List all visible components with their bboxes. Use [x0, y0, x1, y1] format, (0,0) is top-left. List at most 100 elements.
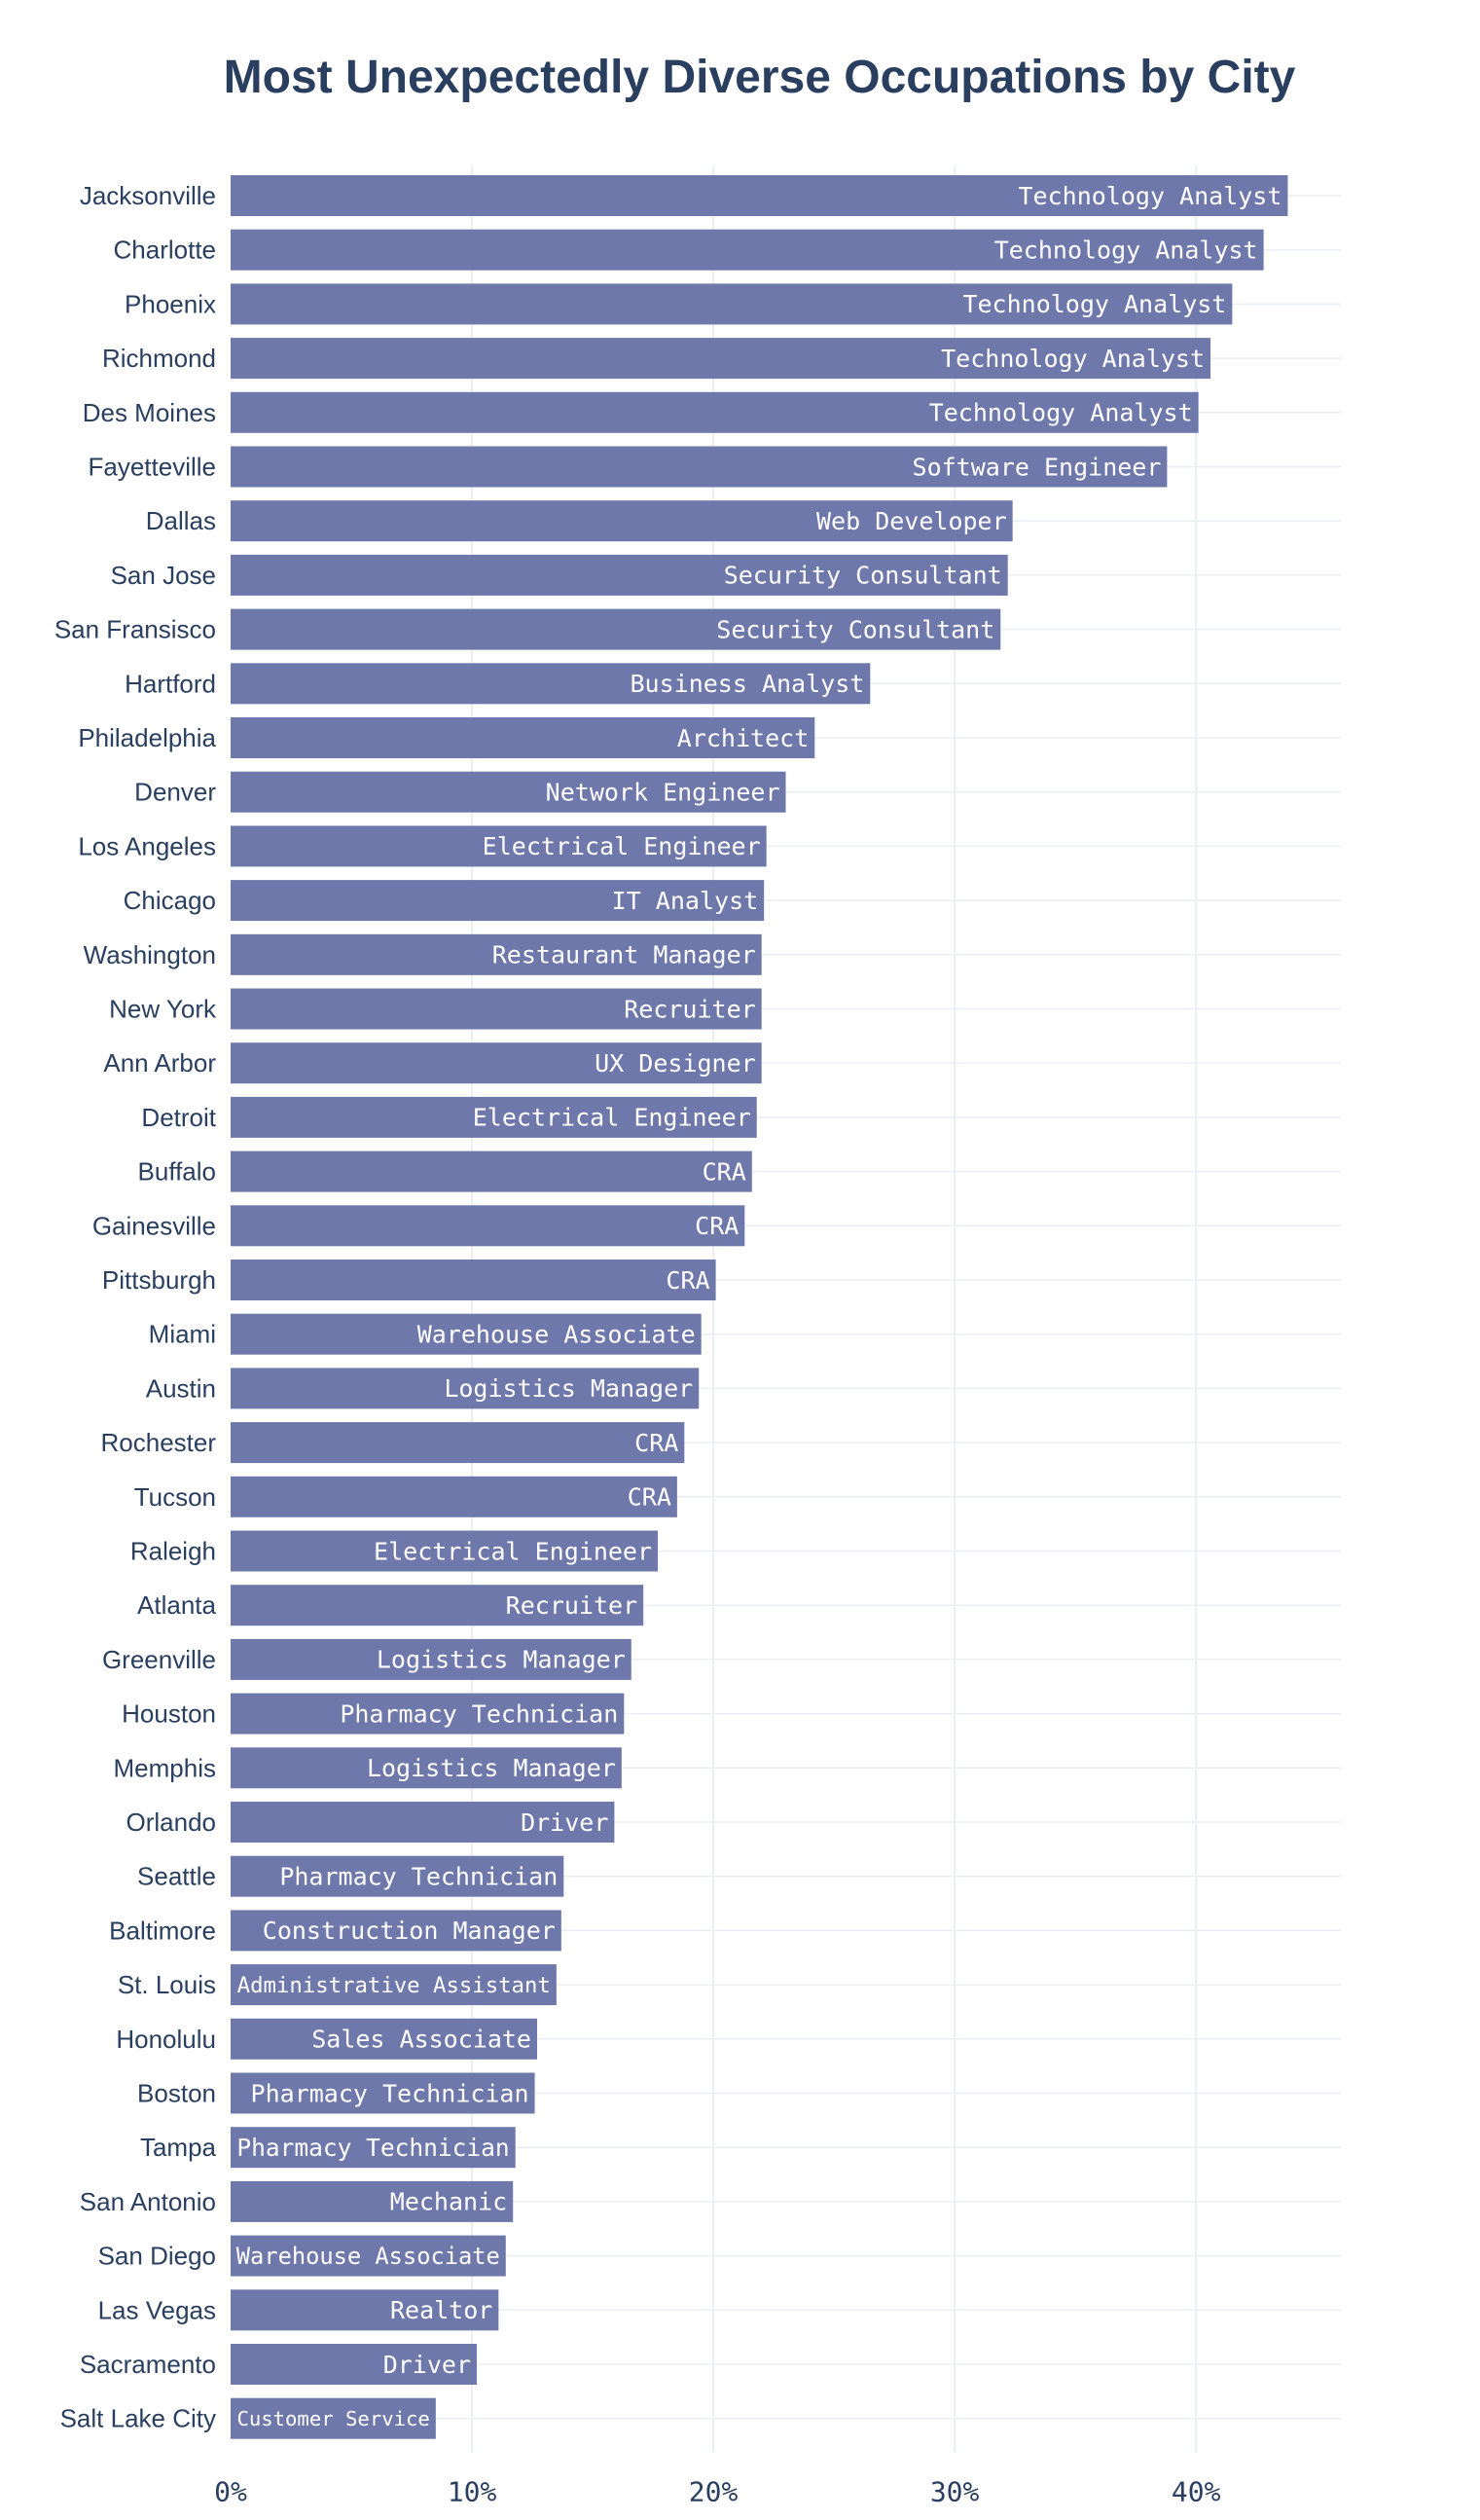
bar [231, 1150, 752, 1192]
category-label: Richmond [102, 344, 216, 373]
bar-label: Business Analyst [630, 670, 864, 698]
category-label: Houston [122, 1699, 216, 1729]
x-tick-label: 40% [1172, 2475, 1221, 2507]
category-label: San Fransisco [54, 615, 216, 644]
category-label: Ann Arbor [103, 1048, 216, 1077]
bar-label: Pharmacy Technician [279, 1862, 558, 1890]
bar [231, 2018, 538, 2060]
bar-label: CRA [703, 1157, 746, 1186]
category-label: Hartford [125, 669, 216, 698]
bar [231, 2072, 535, 2114]
bar [231, 1693, 625, 1735]
bar-label: Driver [521, 1808, 608, 1837]
bar-label: Realtor [390, 2296, 492, 2324]
x-axis-ticks: 0% 10% 20% 30% 40% [214, 2475, 1220, 2507]
bar [231, 175, 1288, 216]
bar [231, 446, 1168, 488]
bar [231, 771, 786, 813]
bar-label: CRA [634, 1429, 678, 1457]
bar [231, 663, 871, 705]
bar [231, 1638, 632, 1680]
bar [231, 554, 1008, 596]
bar-label: Pharmacy Technician [340, 1699, 618, 1728]
bar-label: Software Engineer [913, 453, 1162, 481]
bar [231, 391, 1199, 433]
bar-label: Logistics Manager [367, 1754, 616, 1782]
bar-label: Driver [383, 2351, 471, 2379]
bar-label: Security Consultant [724, 562, 1002, 590]
bar-label: Technology Analyst [941, 345, 1205, 373]
bar [231, 2235, 506, 2277]
category-label: Austin [146, 1373, 216, 1403]
bar-label: Network Engineer [546, 778, 780, 806]
bar-label: Mechanic [390, 2188, 507, 2216]
bar-label: Technology Analyst [994, 236, 1258, 264]
x-tick-label: 0% [214, 2475, 247, 2507]
bar [231, 338, 1211, 380]
bar [231, 1530, 659, 1572]
bar [231, 1802, 615, 1843]
x-tick-label: 10% [448, 2475, 497, 2507]
category-label: Detroit [141, 1103, 216, 1132]
category-label: Tucson [134, 1482, 216, 1512]
bar-label: Technology Analyst [962, 290, 1226, 318]
bar [231, 500, 1013, 542]
bar [231, 1368, 700, 1409]
category-label: Washington [84, 940, 216, 969]
bar-label: Recruiter [624, 995, 755, 1023]
category-label: Fayetteville [89, 453, 217, 482]
category-label: St. Louis [118, 1970, 216, 1999]
bar-label: Web Developer [816, 507, 1007, 535]
category-label: Charlotte [114, 236, 217, 265]
bar-label: CRA [628, 1483, 671, 1512]
bar [231, 2397, 436, 2439]
bar [231, 2180, 514, 2222]
chart-title: Most Unexpectedly Diverse Occupations by… [223, 52, 1296, 103]
bar-layer [231, 175, 1288, 2439]
category-label: San Jose [111, 561, 216, 590]
bar-label: Electrical Engineer [374, 1537, 652, 1565]
bar [231, 1205, 745, 1247]
category-label: San Diego [98, 2242, 216, 2271]
category-label: Rochester [101, 1428, 217, 1457]
category-label: Raleigh [130, 1537, 216, 1566]
bar [231, 1585, 644, 1626]
bar [231, 1042, 762, 1084]
x-tick-label: 30% [930, 2475, 980, 2507]
bar [231, 1476, 677, 1517]
bar [231, 1260, 716, 1300]
bar [231, 1747, 622, 1789]
category-label: Seattle [137, 1862, 216, 1891]
category-label: Dallas [146, 506, 216, 535]
category-label: Honolulu [116, 2025, 216, 2054]
category-label: Los Angeles [78, 831, 216, 860]
bar-label: Pharmacy Technician [251, 2079, 529, 2107]
category-label: Gainesville [92, 1211, 216, 1240]
bar-label: Administrative Assistant [237, 1973, 551, 1998]
bar [231, 608, 1001, 650]
bar [231, 229, 1264, 271]
bar [231, 717, 815, 758]
bar-label: Electrical Engineer [473, 1104, 751, 1132]
bar [231, 2289, 499, 2331]
category-label: Denver [134, 778, 216, 807]
category-label: Philadelphia [78, 723, 216, 752]
bar-label: Technology Analyst [929, 399, 1193, 427]
bar [231, 825, 767, 867]
bar-label: CRA [695, 1212, 739, 1240]
category-label: Memphis [114, 1753, 216, 1782]
bar [231, 1855, 564, 1897]
bar [231, 1313, 702, 1355]
bar-label: Architect [677, 724, 809, 752]
category-label: Baltimore [109, 1916, 216, 1945]
bar [231, 2127, 516, 2169]
category-label: Sacramento [80, 2350, 216, 2379]
bar-label: Warehouse Associate [417, 1320, 696, 1348]
category-label: Tampa [140, 2133, 217, 2162]
category-label: Las Vegas [98, 2295, 216, 2324]
bar-label: Logistics Manager [377, 1646, 626, 1674]
category-label: Orlando [126, 1808, 217, 1837]
bar [231, 988, 762, 1030]
bar-label: CRA [666, 1266, 709, 1295]
